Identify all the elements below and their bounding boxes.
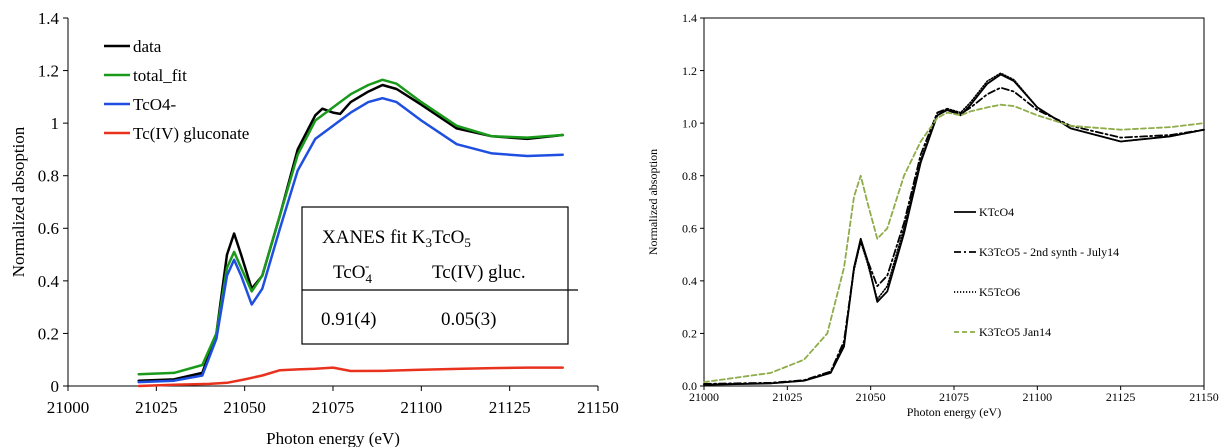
x-tick-label: 21000 <box>47 398 90 417</box>
legend-label-2: total_fit <box>133 66 187 85</box>
legend-label-4: K3TcO5 Jan14 <box>979 325 1051 339</box>
series-line-2 <box>703 86 1205 385</box>
y-tick-label: 0.8 <box>38 167 59 186</box>
y-tick-label: 0.4 <box>38 272 60 291</box>
fit-results-box <box>301 206 569 345</box>
x-tick-label: 21050 <box>856 390 886 404</box>
x-tick-label: 21100 <box>1023 390 1053 404</box>
legend-label-3: TcO4- <box>133 95 177 114</box>
x-tick-label: 21100 <box>400 398 442 417</box>
y-axis-title: Normalized absoption <box>9 126 28 277</box>
legend-label-1: data <box>133 37 162 56</box>
y-tick-label: 1 <box>51 114 60 133</box>
y-tick-label: 0.2 <box>38 324 59 343</box>
fit-title: XANES fit K3TcO5 <box>322 227 471 250</box>
subscript: 3 <box>425 235 432 250</box>
series-line-4 <box>137 366 564 388</box>
x-tick-label: 21025 <box>135 398 178 417</box>
y-tick-label: 0.6 <box>38 219 59 238</box>
y-tick-label: 1.4 <box>682 11 697 25</box>
y-tick-label: 0.0 <box>682 379 697 393</box>
fit-title-part: XANES fit K <box>322 227 426 248</box>
col1-header: TcO4- <box>333 258 372 286</box>
col2-header: Tc(IV) gluc. <box>432 262 526 283</box>
plot-frame <box>703 17 1205 387</box>
supscript: - <box>365 258 369 273</box>
x-tick-label: 21150 <box>577 398 619 417</box>
series-line-3 <box>137 96 564 384</box>
x-axis-title: Photon energy (eV) <box>266 429 400 447</box>
series-line-1 <box>703 73 1205 386</box>
y-axis-title: Normalized absoption <box>646 149 660 255</box>
series-line-1 <box>137 83 564 382</box>
x-tick-label: 21075 <box>939 390 969 404</box>
x-axis-title: Photon energy (eV) <box>907 405 1001 419</box>
legend-label-3: K5TcO6 <box>979 285 1020 299</box>
y-tick-label: 0 <box>51 377 60 396</box>
col1-value: 0.91(4) <box>321 309 376 330</box>
y-tick-label: 1.2 <box>682 64 697 78</box>
fit-title-part: TcO <box>432 227 464 248</box>
x-tick-label: 21125 <box>1106 390 1136 404</box>
subscript: 5 <box>464 235 471 250</box>
series-line-3 <box>703 72 1205 386</box>
x-tick-label: 21025 <box>772 390 802 404</box>
chart-left: 21000 21025 21050 21075 21100 21125 21150 0 0.2 0… <box>9 9 619 447</box>
y-tick-label: 1.2 <box>38 62 59 81</box>
legend-label-4: Tc(IV) gluconate <box>133 124 249 143</box>
y-tick-label: 0.4 <box>682 274 697 288</box>
y-tick-label: 0.2 <box>682 327 697 341</box>
x-tick-label: 21050 <box>223 398 266 417</box>
x-tick-label: 21075 <box>312 398 355 417</box>
y-tick-label: 0.8 <box>682 169 697 183</box>
legend-label-1: KTcO4 <box>979 205 1014 219</box>
x-tick-label: 21150 <box>1189 390 1219 404</box>
col1-header-text: TcO <box>333 262 365 283</box>
subscript: 4 <box>365 271 372 286</box>
y-tick-label: 1.0 <box>682 116 697 130</box>
x-tick-label: 21125 <box>489 398 531 417</box>
y-tick-label: 0.6 <box>682 221 697 235</box>
chart-right: 21000 21025 21050 21075 21100 21125 21150 0.0 0.… <box>646 11 1219 419</box>
col2-value: 0.05(3) <box>441 309 496 330</box>
legend-label-2: K3TcO5 - 2nd synth - July14 <box>979 245 1119 259</box>
series-line-4 <box>703 103 1205 383</box>
y-tick-label: 1.4 <box>38 9 60 28</box>
x-tick-label: 21000 <box>689 390 719 404</box>
